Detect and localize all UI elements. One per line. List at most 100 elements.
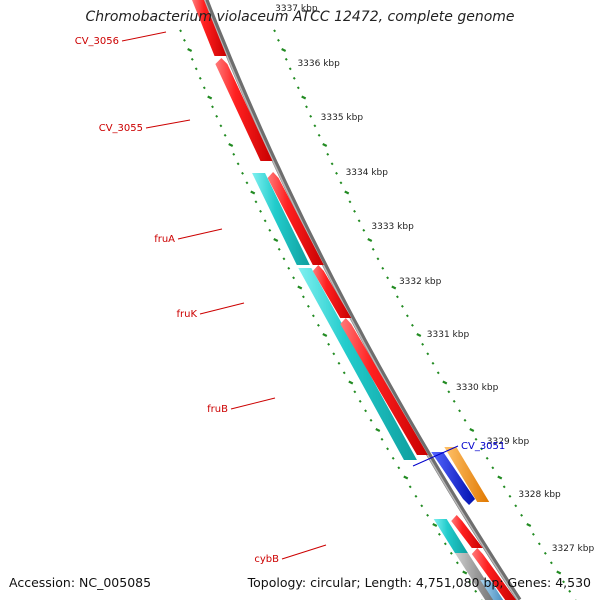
tick-mark [485,456,489,460]
gene-label: cybB [254,554,279,565]
tick-mark [190,57,194,61]
tick-mark [549,561,553,565]
tick-mark [316,323,320,327]
gene-label: CV_3056 [75,36,119,47]
tick-mark [353,390,357,394]
tick-mark [296,86,300,90]
tick-mark [468,580,472,584]
tick-mark [376,257,380,261]
gene-track [192,0,517,600]
tick-mark [449,551,453,555]
tick-mark [284,57,288,61]
kbp-label: 3329 kbp [487,437,530,447]
tick-mark [327,342,331,346]
leader-line [281,544,327,560]
tick-mark [301,295,305,299]
tick-mark [326,152,330,156]
tick-mark [215,114,219,118]
tick-mark [211,105,214,109]
tick-mark [452,399,456,403]
gene-fruB-partner [340,318,428,455]
tick-mark [305,105,308,109]
tick-mark [306,304,310,308]
tick-mark [395,295,399,299]
tick-mark [426,352,430,356]
tick-mark [342,371,346,375]
tick-mark [526,523,532,527]
tick-mark [408,485,412,489]
tick-mark [380,437,384,441]
gene-cybB [433,519,468,553]
gene-label: CV_3055 [99,123,143,134]
leader-line [412,445,459,467]
label-leaders [121,31,459,560]
tick-mark [410,323,414,327]
tick-mark [179,29,183,33]
tick-mark [491,466,495,470]
tick-mark [277,247,281,251]
tick-mark [502,485,506,489]
tick-mark [367,238,373,242]
tick-mark [348,200,352,204]
tick-mark [335,171,338,175]
gene-lightblue [480,580,504,600]
tick-mark [357,219,361,223]
tick-mark [480,447,484,451]
gene-cv3051-a [431,452,476,505]
tick-mark [443,542,447,546]
tick-mark [254,200,258,204]
tick-mark [297,285,303,290]
kbp-label: 3332 kbp [399,277,442,287]
tick-mark [375,428,381,432]
tick-mark [369,418,373,422]
tick-mark [187,48,193,52]
gene-label: CV_3051 [461,441,505,452]
kbp-label: 3331 kbp [427,330,470,340]
tick-mark [228,143,234,147]
tick-mark [337,361,341,365]
tick-mark [447,390,451,394]
tick-mark [311,314,315,318]
tick-mark [403,475,409,480]
tick-mark [437,532,441,536]
gene-labels: CV_3056 CV_3055 fruA fruK fruB cybB CV_3051 [75,36,506,565]
tick-mark [381,266,385,270]
tick-mark [330,162,334,166]
backbone-line [203,0,522,600]
tick-mark [436,371,440,375]
tick-mark [317,133,321,137]
tick-mark [556,570,562,575]
tick-mark [514,504,518,508]
tick-mark [263,219,267,223]
tick-mark [288,67,292,71]
tick-mark [400,304,404,308]
gene-fruA [252,173,310,265]
tick-mark [353,209,356,213]
kbp-label: 3334 kbp [346,168,389,178]
tick-mark [391,285,397,290]
tick-mark [458,409,462,413]
outer-tick-track [273,29,577,600]
tick-mark [362,228,366,232]
tick-mark [562,580,566,584]
leader-line [177,228,223,240]
tick-mark [469,428,475,432]
tick-mark [426,513,430,517]
tick-mark [198,76,202,80]
tick-mark [344,190,350,195]
tick-mark [520,513,524,517]
genome-summary: Topology: circular; Length: 4,751,080 bp… [247,575,591,590]
tick-mark [414,494,418,498]
kbp-label: 3337 kbp [275,4,318,14]
tick-mark [207,95,213,100]
gene-fruA-partner [267,172,324,265]
tick-mark [462,570,468,575]
tick-mark [386,276,390,280]
gene-label: fruB [207,404,228,415]
tick-mark [391,456,395,460]
tick-mark [182,38,186,42]
tick-mark [371,247,375,251]
tick-mark [497,475,503,480]
tick-mark [219,124,223,128]
